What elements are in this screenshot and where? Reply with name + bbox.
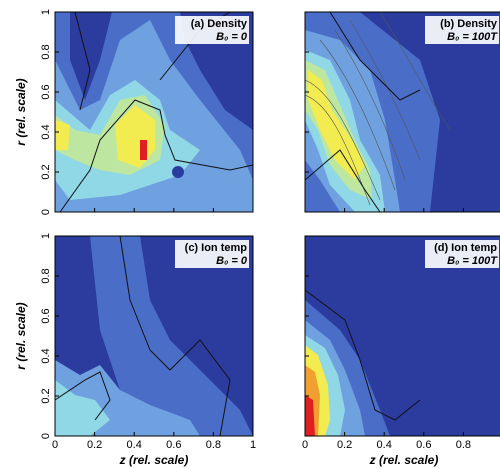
x-tick-label: 0 (52, 439, 58, 451)
title-box (175, 16, 249, 44)
x-tick-label: 0.4 (127, 439, 142, 451)
panel-title: (d) Ion temp (434, 242, 497, 254)
x-tick-label: 0 (302, 439, 308, 451)
plot-frame (54, 11, 254, 213)
panel-subtitle: B₀ = 0 (216, 255, 248, 267)
panel-subtitle: B₀ = 0 (216, 31, 248, 43)
x-tick-label: 0.6 (166, 439, 181, 451)
plot-frame (304, 235, 500, 437)
title-box (175, 240, 249, 268)
x-axis-label: z (rel. scale) (119, 453, 189, 467)
x-tick-label: 0.4 (377, 439, 392, 451)
panel-title: (b) Density (440, 18, 498, 30)
panel-subtitle: B₀ = 100T (447, 255, 498, 267)
panel-title: (a) Density (191, 18, 248, 30)
y-tick-label: 0.6 (40, 84, 52, 99)
y-tick-label: 0.2 (40, 164, 52, 179)
y-tick-label: 0.4 (40, 124, 52, 139)
y-tick-label: 0.2 (40, 388, 52, 403)
x-tick-label: 0.6 (416, 439, 431, 451)
x-tick-label: 0.8 (456, 439, 471, 451)
x-tick-label: 0.8 (206, 439, 221, 451)
x-tick-label: 0.2 (337, 439, 352, 451)
contour-field (305, 12, 500, 212)
y-tick-label: 0.8 (40, 44, 52, 59)
y-tick-label: 1 (40, 233, 52, 239)
contour-field (55, 12, 253, 212)
y-tick-label: 0.6 (40, 308, 52, 323)
y-axis-label: r (rel. scale) (14, 78, 28, 145)
title-box (425, 240, 499, 268)
panel-subtitle: B₀ = 100T (447, 31, 498, 43)
x-tick-label: 0.2 (87, 439, 102, 451)
y-tick-label: 0.8 (40, 268, 52, 283)
y-axis-label: r (rel. scale) (14, 302, 28, 369)
y-tick-label: 1 (40, 9, 52, 15)
y-tick-label: 0 (40, 433, 52, 439)
x-tick-label: 1 (250, 439, 256, 451)
y-tick-label: 0 (40, 209, 52, 215)
plot-frame (304, 11, 500, 213)
title-box (425, 16, 499, 44)
plot-frame (54, 235, 254, 437)
contour-field (55, 236, 253, 436)
contour-field (305, 236, 500, 436)
panel-title: (c) Ion temp (185, 242, 248, 254)
y-tick-label: 0.4 (40, 348, 52, 363)
x-axis-label: z (rel. scale) (369, 453, 439, 467)
